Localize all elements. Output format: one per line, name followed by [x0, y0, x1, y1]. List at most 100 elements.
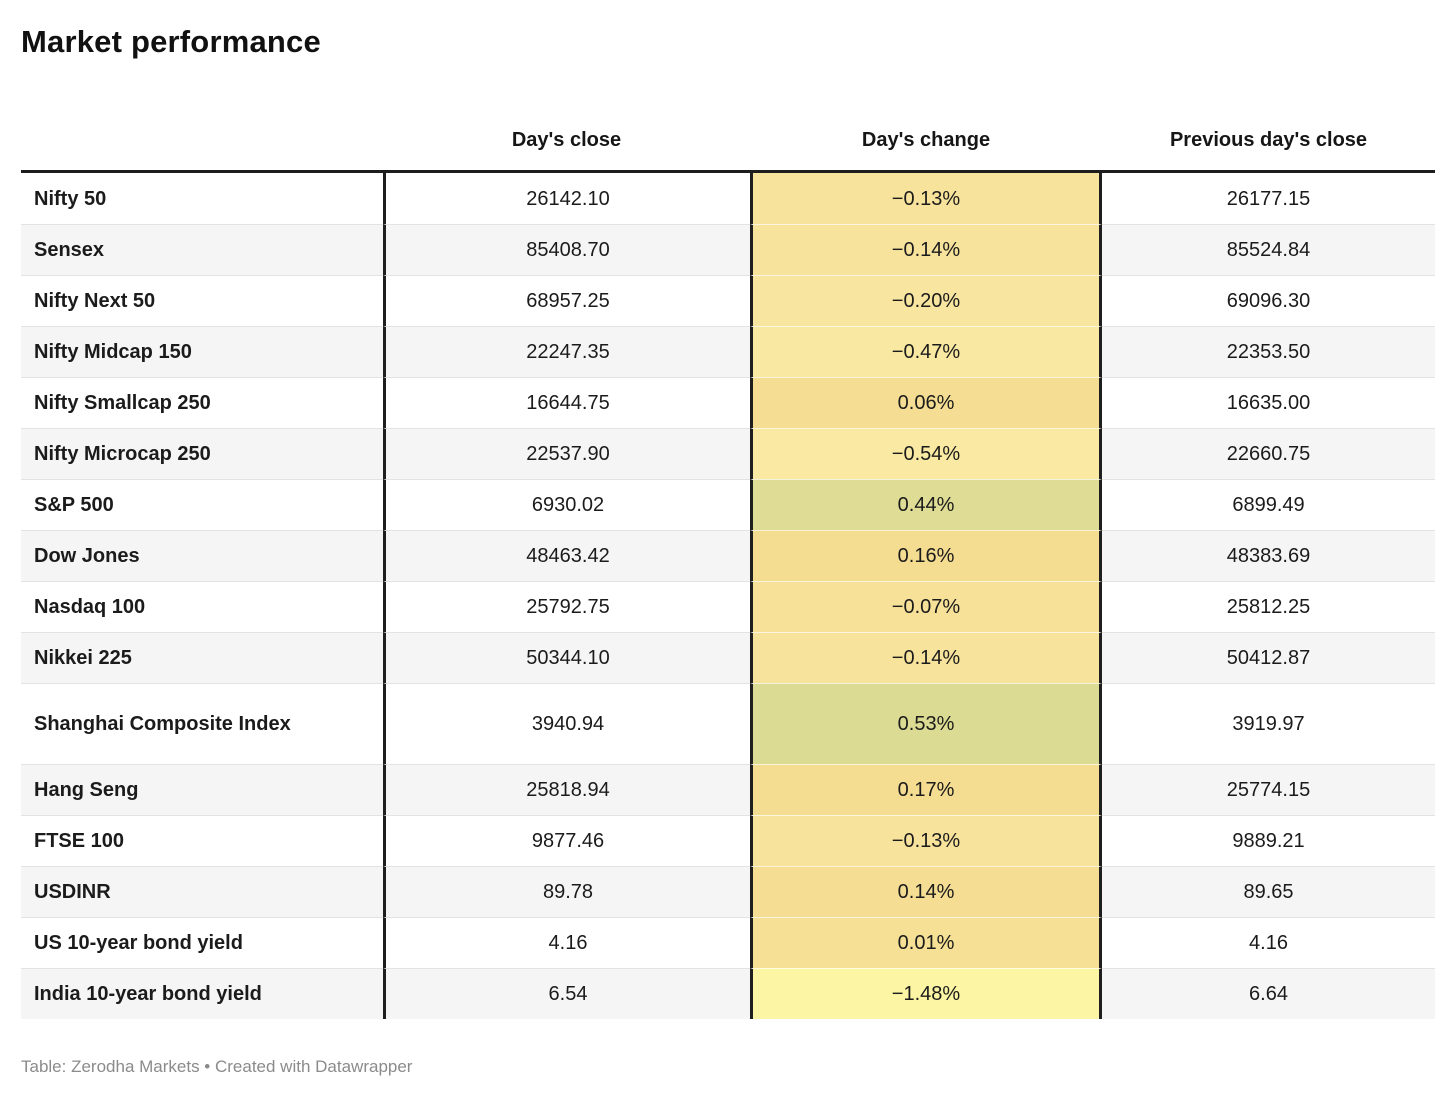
days-change-cell: −0.13%	[750, 173, 1102, 224]
row-label-cell: Shanghai Composite Index	[21, 683, 383, 764]
column-header-empty	[21, 152, 383, 170]
days-close-cell: 22537.90	[383, 428, 750, 479]
days-close-cell: 3940.94	[383, 683, 750, 764]
days-close-cell: 6.54	[383, 968, 750, 1019]
row-label: Hang Seng	[34, 779, 139, 801]
days-close-cell: 16644.75	[383, 377, 750, 428]
days-change-cell: −0.20%	[750, 275, 1102, 326]
row-label-cell: Hang Seng	[21, 764, 383, 815]
column-header-days-close: Day's close	[511, 129, 622, 151]
days-change-cell: 0.16%	[750, 530, 1102, 581]
column-header-days-change: Day's change	[861, 129, 991, 151]
row-label-cell: US 10-year bond yield	[21, 917, 383, 968]
days-close-cell: 85408.70	[383, 224, 750, 275]
table-row: Nifty Next 50 68957.25 −0.20% 69096.30	[21, 275, 1435, 326]
row-label-cell: Nifty Midcap 150	[21, 326, 383, 377]
table-row: India 10-year bond yield 6.54 −1.48% 6.6…	[21, 968, 1435, 1019]
row-label: Dow Jones	[34, 545, 140, 567]
table-row: Dow Jones 48463.42 0.16% 48383.69	[21, 530, 1435, 581]
row-label: India 10-year bond yield	[34, 983, 262, 1005]
row-label-cell: India 10-year bond yield	[21, 968, 383, 1019]
days-change-cell: 0.01%	[750, 917, 1102, 968]
days-change-cell: −1.48%	[750, 968, 1102, 1019]
table-row: Nifty Microcap 250 22537.90 −0.54% 22660…	[21, 428, 1435, 479]
row-label: Nifty Next 50	[34, 290, 156, 312]
row-label-cell: Nifty Smallcap 250	[21, 377, 383, 428]
row-label: Sensex	[34, 239, 105, 261]
days-change-cell: −0.54%	[750, 428, 1102, 479]
previous-days-close-cell: 26177.15	[1226, 187, 1311, 210]
row-label-cell: Nifty Next 50	[21, 275, 383, 326]
row-label: USDINR	[34, 881, 111, 903]
days-change-cell: 0.17%	[750, 764, 1102, 815]
column-header-previous-days-close: Previous day's close	[1169, 129, 1368, 151]
days-change-cell: −0.47%	[750, 326, 1102, 377]
row-label-cell: Nasdaq 100	[21, 581, 383, 632]
table-header-row: Day's close Day's change Previous day's …	[21, 62, 1435, 170]
row-label: Shanghai Composite Index	[34, 713, 291, 735]
days-change-cell: −0.14%	[750, 632, 1102, 683]
days-change-cell: 0.06%	[750, 377, 1102, 428]
days-close-cell: 68957.25	[383, 275, 750, 326]
days-change-cell: 0.44%	[750, 479, 1102, 530]
previous-days-close-cell: 9889.21	[1102, 815, 1435, 866]
table-row: US 10-year bond yield 4.16 0.01% 4.16	[21, 917, 1435, 968]
previous-days-close-cell: 22353.50	[1102, 326, 1435, 377]
days-close-cell: 48463.42	[383, 530, 750, 581]
days-close-cell: 6930.02	[383, 479, 750, 530]
row-label: Nifty Midcap 150	[34, 341, 192, 363]
row-label-cell: FTSE 100	[21, 815, 383, 866]
row-label: Nasdaq 100	[34, 596, 146, 618]
table-row: FTSE 100 9877.46 −0.13% 9889.21	[21, 815, 1435, 866]
row-label-cell: S&P 500	[21, 479, 383, 530]
table-row: Hang Seng 25818.94 0.17% 25774.15	[21, 764, 1435, 815]
row-label-cell: Nifty 50	[21, 173, 383, 224]
row-label: Nifty 50	[34, 187, 107, 210]
previous-days-close-cell: 6899.49	[1102, 479, 1435, 530]
table-row: Nifty Smallcap 250 16644.75 0.06% 16635.…	[21, 377, 1435, 428]
previous-days-close-cell: 48383.69	[1102, 530, 1435, 581]
days-change-cell: −0.13%	[750, 815, 1102, 866]
table-row: S&P 500 6930.02 0.44% 6899.49	[21, 479, 1435, 530]
previous-days-close-cell: 3919.97	[1102, 683, 1435, 764]
previous-days-close-cell: 25774.15	[1102, 764, 1435, 815]
table-row: USDINR 89.78 0.14% 89.65	[21, 866, 1435, 917]
days-close-cell: 89.78	[383, 866, 750, 917]
days-close-cell: 26142.10	[383, 173, 750, 224]
row-label-cell: USDINR	[21, 866, 383, 917]
table-footer-credit: Table: Zerodha Markets • Created with Da…	[21, 1057, 413, 1076]
row-label: Nifty Microcap 250	[34, 443, 211, 465]
days-change-cell: 0.53%	[750, 683, 1102, 764]
page-title: Market performance	[21, 24, 321, 59]
market-performance-table: Day's close Day's change Previous day's …	[21, 62, 1435, 1019]
previous-days-close-cell: 4.16	[1102, 917, 1435, 968]
previous-days-close-cell: 16635.00	[1102, 377, 1435, 428]
previous-days-close-cell: 69096.30	[1102, 275, 1435, 326]
table-row: Nikkei 225 50344.10 −0.14% 50412.87	[21, 632, 1435, 683]
previous-days-close-cell: 89.65	[1102, 866, 1435, 917]
days-close-cell: 25792.75	[383, 581, 750, 632]
table-row: Sensex 85408.70 −0.14% 85524.84	[21, 224, 1435, 275]
row-label: Nifty Smallcap 250	[34, 392, 211, 414]
days-close-cell: 4.16	[383, 917, 750, 968]
days-close-cell: 25818.94	[383, 764, 750, 815]
row-label-cell: Sensex	[21, 224, 383, 275]
table-body: Nifty 50 26142.10 −0.13% 26177.15 Sensex…	[21, 170, 1435, 1019]
row-label: S&P 500	[34, 494, 114, 516]
table-row: Shanghai Composite Index 3940.94 0.53% 3…	[21, 683, 1435, 764]
row-label-cell: Nifty Microcap 250	[21, 428, 383, 479]
previous-days-close-cell: 22660.75	[1102, 428, 1435, 479]
days-change-cell: −0.07%	[750, 581, 1102, 632]
days-change-cell: 0.14%	[750, 866, 1102, 917]
row-label-cell: Nikkei 225	[21, 632, 383, 683]
previous-days-close-cell: 85524.84	[1102, 224, 1435, 275]
table-row: Nifty Midcap 150 22247.35 −0.47% 22353.5…	[21, 326, 1435, 377]
row-label: FTSE 100	[34, 830, 125, 852]
days-close-cell: 22247.35	[383, 326, 750, 377]
days-close-cell: 50344.10	[383, 632, 750, 683]
days-close-cell: 9877.46	[383, 815, 750, 866]
days-change-cell: −0.14%	[750, 224, 1102, 275]
row-label-cell: Dow Jones	[21, 530, 383, 581]
row-label: US 10-year bond yield	[34, 932, 243, 954]
previous-days-close-cell: 6.64	[1102, 968, 1435, 1019]
